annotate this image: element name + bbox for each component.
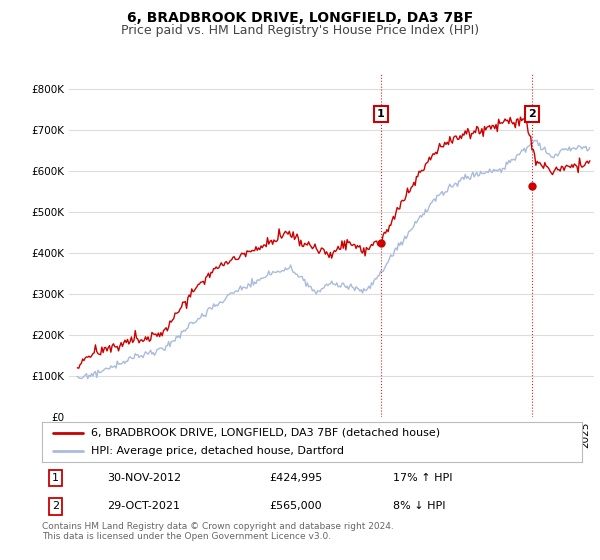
Text: 8% ↓ HPI: 8% ↓ HPI: [393, 501, 445, 511]
Text: 2: 2: [528, 109, 536, 119]
Text: £565,000: £565,000: [269, 501, 322, 511]
Text: £424,995: £424,995: [269, 473, 322, 483]
Text: Price paid vs. HM Land Registry's House Price Index (HPI): Price paid vs. HM Land Registry's House …: [121, 24, 479, 36]
Text: 6, BRADBROOK DRIVE, LONGFIELD, DA3 7BF: 6, BRADBROOK DRIVE, LONGFIELD, DA3 7BF: [127, 11, 473, 25]
Text: 17% ↑ HPI: 17% ↑ HPI: [393, 473, 452, 483]
Text: 2: 2: [52, 501, 59, 511]
Text: Contains HM Land Registry data © Crown copyright and database right 2024.
This d: Contains HM Land Registry data © Crown c…: [42, 522, 394, 542]
Text: 6, BRADBROOK DRIVE, LONGFIELD, DA3 7BF (detached house): 6, BRADBROOK DRIVE, LONGFIELD, DA3 7BF (…: [91, 428, 440, 437]
Text: 30-NOV-2012: 30-NOV-2012: [107, 473, 181, 483]
Text: 1: 1: [377, 109, 385, 119]
Text: 29-OCT-2021: 29-OCT-2021: [107, 501, 180, 511]
Text: HPI: Average price, detached house, Dartford: HPI: Average price, detached house, Dart…: [91, 446, 344, 456]
Text: 1: 1: [52, 473, 59, 483]
